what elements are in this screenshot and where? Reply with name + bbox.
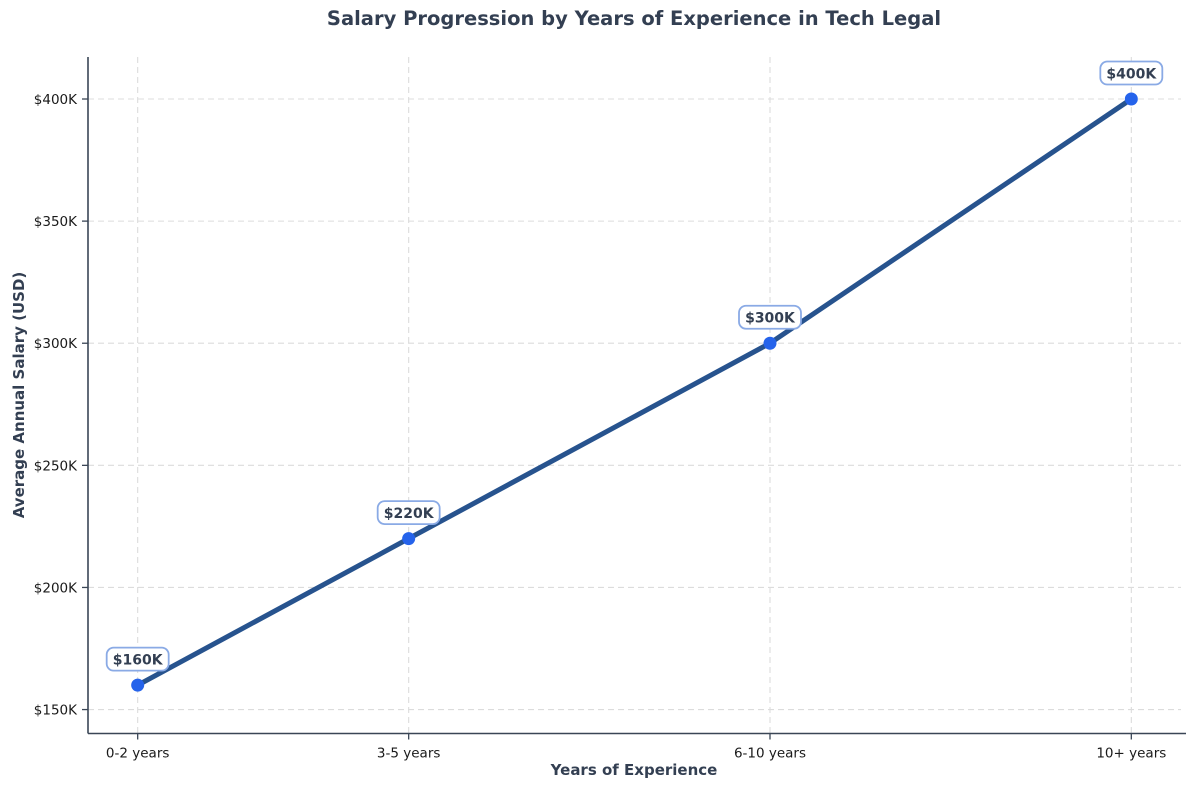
annotations-layer: $160K $220K $300K $400K [105, 60, 1164, 672]
annotation-box [105, 646, 170, 672]
salary-trend-line [135, 96, 1134, 688]
y-tick-label: $300K [34, 336, 78, 352]
data-point-annotation: $220K [376, 500, 441, 526]
annotation-value-label: $220K [384, 506, 435, 522]
y-tick-label: $250K [34, 458, 78, 474]
tick-marks-layer [82, 98, 1132, 740]
data-point-marker [1124, 92, 1138, 106]
data-point-marker [131, 678, 145, 692]
axes-spines-layer [87, 57, 1186, 735]
data-point-annotation: $160K [105, 646, 170, 672]
x-tick-label: 6-10 years [734, 746, 806, 762]
data-point-marker [763, 336, 777, 350]
annotation-box [1099, 60, 1164, 86]
annotation-box [376, 500, 441, 526]
y-tick-label: $200K [34, 580, 78, 596]
annotation-value-label: $300K [745, 311, 796, 327]
x-tick-label: 0-2 years [106, 746, 170, 762]
annotation-value-label: $400K [1106, 67, 1157, 83]
x-tick-label: 3-5 years [377, 746, 441, 762]
x-axis-label: Years of Experience [550, 761, 718, 779]
y-tick-label: $150K [34, 703, 78, 719]
x-tick-label: 10+ years [1096, 746, 1166, 762]
gridlines-layer [88, 57, 1181, 734]
chart-title: Salary Progression by Years of Experienc… [327, 7, 941, 30]
y-tick-label: $400K [34, 92, 78, 108]
y-axis-label: Average Annual Salary (USD) [10, 272, 28, 519]
y-tick-label: $350K [34, 214, 78, 230]
annotation-value-label: $160K [113, 653, 164, 669]
data-point-marker [402, 532, 416, 546]
tick-labels-layer: $150K $200K $250K $300K $350K $400K 0-2 years 3… [34, 92, 1167, 761]
annotation-box [738, 304, 802, 330]
data-point-annotation: $400K [1099, 60, 1164, 86]
data-point-annotation: $300K [738, 304, 802, 330]
data-series-layer [131, 92, 1138, 692]
